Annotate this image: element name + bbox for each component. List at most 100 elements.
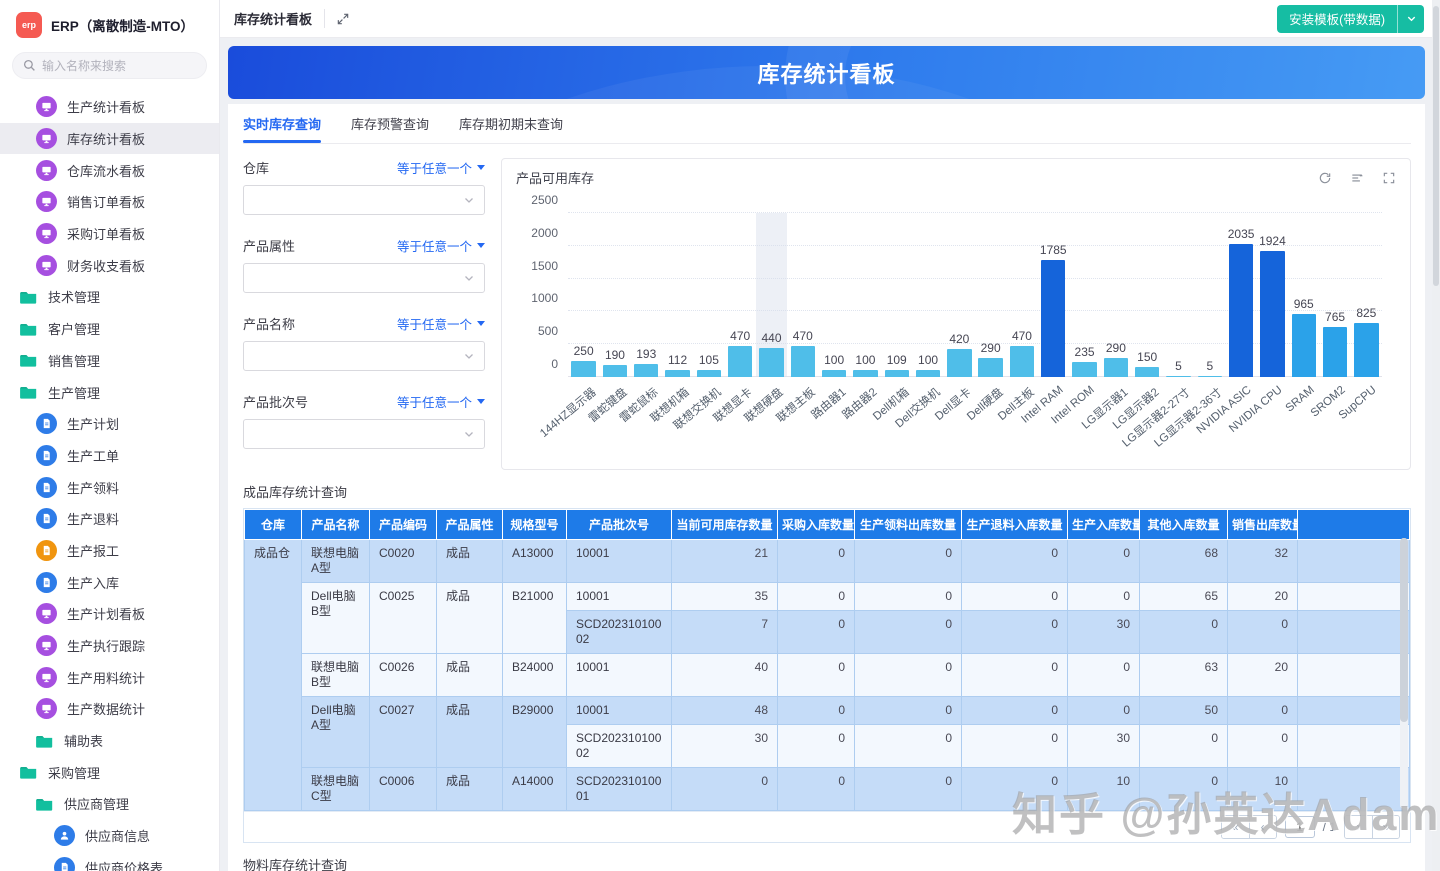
sidebar-item-生产计划[interactable]: 生产计划	[0, 408, 219, 440]
sidebar-item-生产退料[interactable]: 生产退料	[0, 503, 219, 535]
sidebar-item-生产执行跟踪[interactable]: 生产执行跟踪	[0, 630, 219, 662]
page-number-input[interactable]: 1	[1284, 816, 1315, 838]
bar-value-label: 109	[886, 352, 907, 367]
bar-联想硬盘[interactable]	[759, 348, 784, 377]
bar-联想主板[interactable]	[790, 346, 815, 377]
install-template-button[interactable]: 安装模板(带数据)	[1277, 4, 1424, 33]
sidebar: erp ERP（离散制造-MTO） 输入名称来搜索 生产统计看板 库存统计看板 仓库…	[0, 0, 220, 871]
next-page-button[interactable]: ›	[1345, 816, 1372, 838]
search-input[interactable]: 输入名称来搜索	[12, 52, 207, 79]
column-header: 其他入库数量	[1139, 509, 1228, 540]
bar-路由器1[interactable]	[821, 370, 847, 377]
bar-联想机箱[interactable]	[665, 369, 690, 377]
bar-144HZ显示器[interactable]	[571, 360, 596, 377]
filter-operator-link[interactable]: 等于任意一个	[397, 236, 485, 255]
chevron-down-icon[interactable]	[1398, 13, 1424, 24]
empty-cell	[1297, 696, 1410, 725]
bar-路由器2[interactable]	[853, 370, 878, 377]
gridline: 1500	[531, 259, 1382, 279]
value-cell: 0	[961, 696, 1068, 725]
sidebar-item-label: 仓库流水看板	[67, 163, 146, 179]
last-page-button[interactable]: »	[1372, 816, 1399, 838]
filter-select[interactable]	[243, 419, 485, 449]
bar-NVIDIA ASIC[interactable]	[1228, 243, 1254, 377]
bar-value-label: 100	[855, 353, 876, 368]
sidebar-item-生产统计看板[interactable]: 生产统计看板	[0, 91, 219, 123]
sidebar-item-生产工单[interactable]: 生产工单	[0, 440, 219, 472]
sidebar-item-生产报工[interactable]: 生产报工	[0, 535, 219, 567]
table-scrollbar[interactable]	[1400, 538, 1408, 809]
bar-Dell显卡[interactable]	[947, 349, 972, 377]
sidebar-item-辅助表[interactable]: 辅助表	[0, 725, 219, 757]
sidebar-item-生产入库[interactable]: 生产入库	[0, 566, 219, 598]
refresh-icon[interactable]	[1318, 171, 1332, 185]
page-total: / 1	[1322, 820, 1336, 834]
content: 库存统计看板 实时库存查询 库存预警查询 库存期初期末查询 仓库 等于任意一个 产品属性…	[220, 38, 1440, 871]
expand-icon[interactable]	[336, 12, 350, 26]
bar-LG显示器2[interactable]	[1134, 367, 1160, 377]
first-page-button[interactable]: «	[1221, 816, 1249, 838]
bar-Dell硬盘[interactable]	[978, 357, 1003, 377]
sidebar-item-生产领料[interactable]: 生产领料	[0, 471, 219, 503]
sidebar-item-销售管理[interactable]: 销售管理	[0, 345, 219, 377]
filter-operator-link[interactable]: 等于任意一个	[397, 158, 485, 177]
table-row: SCD20231010002 7 0 0 0 30 0 0	[245, 610, 1410, 654]
filter-select[interactable]	[243, 263, 485, 293]
filter-operator-link[interactable]: 等于任意一个	[397, 314, 485, 333]
bar-联想交换机[interactable]	[696, 370, 722, 377]
filter-operator-link[interactable]: 等于任意一个	[397, 392, 485, 411]
value-cell: 48	[671, 696, 778, 725]
sidebar-item-生产数据统计[interactable]: 生产数据统计	[0, 693, 219, 725]
filter-select[interactable]	[243, 185, 485, 215]
sidebar-item-客户管理[interactable]: 客户管理	[0, 313, 219, 345]
bar-LG显示器2-36寸[interactable]	[1197, 376, 1222, 377]
sidebar-item-销售订单看板[interactable]: 销售订单看板	[0, 186, 219, 218]
gridline: 2000	[531, 226, 1382, 246]
batch-cell: SCD20231010002	[566, 610, 672, 654]
settings-icon[interactable]	[1350, 171, 1364, 185]
tab-实时库存查询[interactable]: 实时库存查询	[243, 104, 322, 143]
sidebar-item-技术管理[interactable]: 技术管理	[0, 281, 219, 313]
prev-page-button[interactable]: ‹	[1248, 816, 1276, 838]
value-cell: 0	[854, 610, 962, 654]
tab-库存期初期末查询[interactable]: 库存期初期末查询	[459, 117, 564, 132]
sidebar-item-库存统计看板[interactable]: 库存统计看板	[0, 122, 219, 155]
bar-Dell主板[interactable]	[1009, 346, 1035, 377]
bar-NVIDIA CPU[interactable]	[1260, 250, 1285, 377]
bar-Dell机箱[interactable]	[884, 369, 909, 377]
bar-LG显示器1[interactable]	[1103, 357, 1129, 377]
bar-SupCPU[interactable]	[1354, 322, 1379, 377]
sidebar-item-财务收支看板[interactable]: 财务收支看板	[0, 249, 219, 281]
sidebar-item-生产用料统计[interactable]: 生产用料统计	[0, 661, 219, 693]
sidebar-item-生产计划看板[interactable]: 生产计划看板	[0, 598, 219, 630]
bar-Intel ROM[interactable]	[1072, 361, 1097, 377]
bar-LG显示器2-27寸[interactable]	[1166, 376, 1191, 377]
document-icon	[54, 856, 75, 871]
sidebar-item-采购订单看板[interactable]: 采购订单看板	[0, 218, 219, 250]
bar-雷蛇鼠标[interactable]	[634, 364, 659, 377]
sidebar-item-生产管理[interactable]: 生产管理	[0, 376, 219, 408]
bar-SRAM[interactable]	[1291, 313, 1316, 377]
folder-icon	[20, 385, 38, 399]
sidebar-item-供应商价格表[interactable]: 供应商价格表	[0, 852, 219, 871]
column-header: 采购入库数量	[777, 509, 855, 540]
sidebar-item-供应商信息[interactable]: 供应商信息	[0, 820, 219, 852]
sidebar-item-采购管理[interactable]: 采购管理	[0, 756, 219, 788]
page-tab[interactable]: 库存统计看板	[234, 9, 326, 28]
bar-联想显卡[interactable]	[727, 346, 753, 377]
tab-库存预警查询[interactable]: 库存预警查询	[351, 117, 430, 132]
page-scrollbar[interactable]	[1432, 0, 1440, 871]
filter-产品属性: 产品属性 等于任意一个	[243, 236, 485, 293]
sidebar-item-仓库流水看板[interactable]: 仓库流水看板	[0, 154, 219, 186]
bar-Dell交换机[interactable]	[915, 370, 941, 377]
filter-select[interactable]	[243, 341, 485, 371]
bar-value-label: 235	[1074, 344, 1095, 359]
bar-Intel RAM[interactable]	[1041, 259, 1066, 377]
fullscreen-icon[interactable]	[1382, 171, 1396, 185]
bar-SROM2[interactable]	[1322, 326, 1348, 377]
value-cell: 40	[671, 653, 778, 697]
sidebar-item-供应商管理[interactable]: 供应商管理	[0, 788, 219, 820]
product-attr-cell: 成品	[436, 653, 503, 697]
bar-雷蛇键盘[interactable]	[602, 364, 628, 377]
